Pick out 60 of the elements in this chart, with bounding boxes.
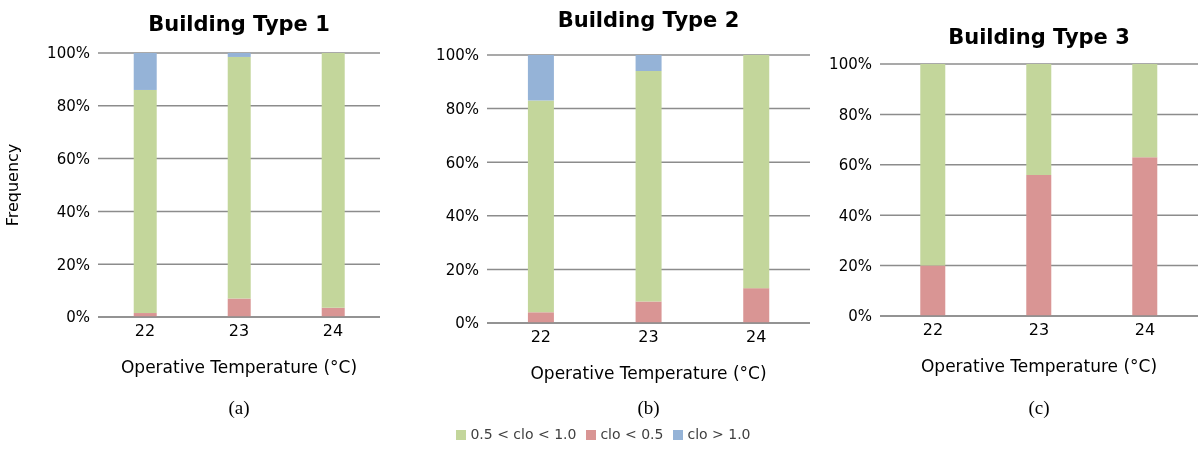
bar bbox=[920, 64, 946, 266]
bar bbox=[635, 301, 662, 323]
bar bbox=[227, 53, 251, 57]
bar bbox=[920, 265, 946, 316]
text: (c) bbox=[1027, 397, 1051, 419]
y-tick-label: 60% bbox=[838, 156, 872, 175]
bar bbox=[743, 288, 770, 323]
bar bbox=[321, 53, 345, 308]
x-tick-label: 24 bbox=[1134, 320, 1156, 340]
x-tick-label: 24 bbox=[322, 321, 344, 341]
bar bbox=[743, 55, 770, 289]
y-tick-label: 20% bbox=[56, 255, 90, 274]
x-tick-label: 23 bbox=[228, 321, 250, 341]
bar bbox=[133, 53, 157, 90]
bar bbox=[1132, 157, 1158, 316]
y-tick-label: 100% bbox=[47, 44, 90, 63]
y-tick-label: 100% bbox=[436, 46, 479, 65]
chart-title: Building Type 2 bbox=[556, 8, 741, 32]
y-axis-title: Frequency bbox=[2, 143, 22, 227]
x-tick-label: 23 bbox=[638, 327, 659, 347]
y-tick-label: 60% bbox=[56, 149, 90, 168]
x-tick-label: 22 bbox=[134, 321, 156, 341]
y-tick-label: 80% bbox=[56, 97, 90, 116]
y-tick-label: 80% bbox=[445, 99, 479, 118]
x-tick-label: 22 bbox=[530, 327, 552, 347]
x-tick-label: 22 bbox=[922, 320, 944, 340]
x-axis-title: Operative Temperature (°C) bbox=[530, 363, 767, 383]
x-axis-title: Operative Temperature (°C) bbox=[920, 356, 1158, 376]
chart-title: Building Type 1 bbox=[147, 12, 331, 36]
bar bbox=[527, 100, 554, 313]
y-tick-label: 0% bbox=[66, 308, 90, 327]
bar bbox=[635, 71, 662, 302]
bar bbox=[227, 298, 251, 317]
y-tick-label: 80% bbox=[838, 105, 872, 124]
y-tick-label: 40% bbox=[445, 207, 479, 226]
y-tick-label: 100% bbox=[829, 55, 872, 74]
bar bbox=[527, 312, 554, 323]
bar bbox=[1026, 64, 1052, 175]
y-tick-label: 40% bbox=[56, 202, 90, 221]
y-tick-label: 20% bbox=[838, 256, 872, 275]
text: (a) bbox=[227, 397, 251, 419]
bar bbox=[527, 55, 554, 101]
y-tick-label: 40% bbox=[838, 206, 872, 225]
y-tick-label: 0% bbox=[455, 314, 479, 333]
legend-label: clo < 0.5 bbox=[600, 426, 664, 442]
bar bbox=[635, 55, 662, 72]
legend-label: 0.5 < clo < 1.0 bbox=[470, 426, 577, 442]
bar bbox=[133, 89, 157, 314]
y-tick-label: 60% bbox=[445, 153, 479, 172]
legend-label: clo > 1.0 bbox=[687, 426, 751, 442]
bar bbox=[1026, 174, 1052, 316]
text: (b) bbox=[636, 397, 661, 419]
x-axis-title: Operative Temperature (°C) bbox=[120, 357, 358, 377]
chart-title: Building Type 3 bbox=[947, 25, 1131, 49]
x-tick-label: 23 bbox=[1028, 320, 1050, 340]
y-tick-label: 20% bbox=[445, 260, 479, 279]
y-tick-label: 0% bbox=[848, 307, 872, 326]
bar bbox=[1132, 64, 1158, 158]
x-tick-label: 24 bbox=[745, 327, 767, 347]
bar bbox=[227, 56, 251, 299]
